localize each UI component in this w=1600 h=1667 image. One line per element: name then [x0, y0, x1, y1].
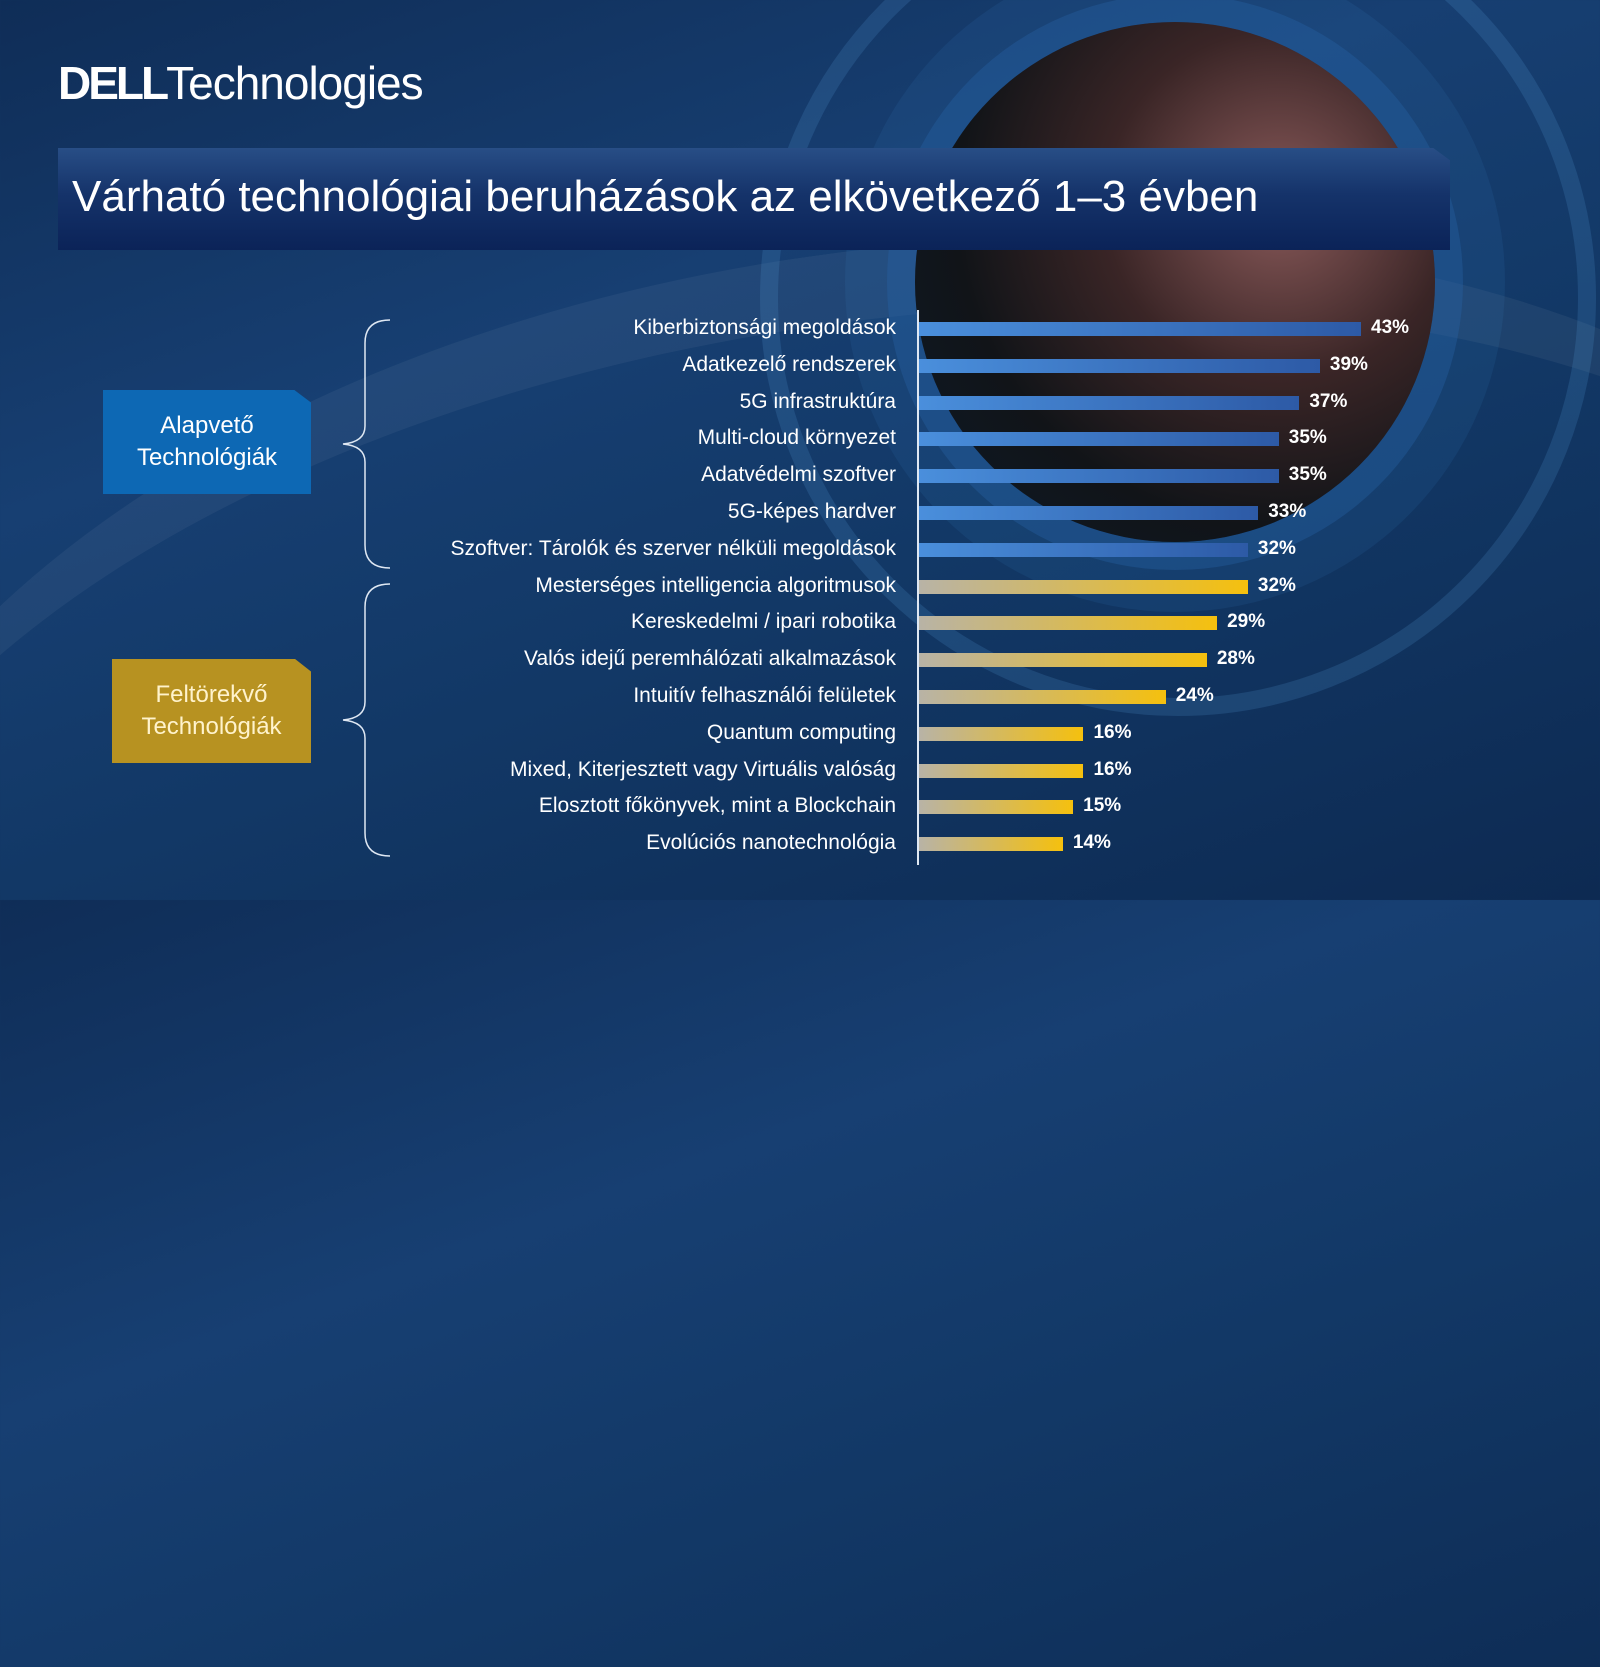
bar-row: Multi-cloud környezet 35%: [0, 424, 1600, 454]
bar-row: Adatvédelmi szoftver 35%: [0, 461, 1600, 491]
bar-value-label: 43%: [1371, 317, 1410, 338]
bar-row: Adatkezelő rendszerek 39%: [0, 351, 1600, 381]
bar-row: Evolúciós nanotechnológia 14%: [0, 829, 1600, 859]
bar-value-label: 15%: [1083, 795, 1122, 817]
bar-value-label: 28%: [1216, 648, 1255, 670]
bar: [919, 432, 1279, 447]
bar-value-label: 32%: [1257, 537, 1296, 559]
logo-product: Technologies: [166, 57, 424, 109]
bar-row: Mesterséges intelligencia algoritmusok 32…: [0, 572, 1600, 602]
bar-label: Kereskedelmi / ipari robotika: [631, 610, 896, 634]
logo-brand: DELL: [58, 57, 169, 109]
bar-value-label: 33%: [1268, 501, 1307, 522]
bar-value-label: 29%: [1227, 611, 1266, 633]
bar: [919, 506, 1259, 520]
bar: [919, 469, 1279, 484]
bar: [919, 800, 1074, 815]
bar-row: Kereskedelmi / ipari robotika 29%: [0, 608, 1600, 638]
bar-value-label: 35%: [1288, 464, 1327, 486]
bar-value-label: 37%: [1309, 390, 1348, 412]
category-core-label: Alapvető Technológiák: [136, 412, 278, 471]
bar-label: Intuitív felhasználói felületek: [633, 684, 896, 707]
core-brace: [342, 319, 391, 569]
bar-value-label: 16%: [1093, 758, 1132, 780]
bar-value-label: 14%: [1072, 832, 1111, 854]
bar: [919, 763, 1084, 778]
bar-label: Adatvédelmi szoftver: [701, 463, 896, 487]
category-core-box: Alapvető Technológiák: [103, 390, 311, 494]
bar: [919, 322, 1361, 336]
dell-technologies-logo: DELLTechnologies: [58, 56, 424, 110]
bar-label: 5G-képes hardver: [727, 500, 896, 523]
bar-row: 5G infrastruktúra 37%: [0, 388, 1600, 418]
bar-label: Mesterséges intelligencia algoritmusok: [535, 573, 896, 597]
bar-label: Valós idejű peremhálózati alkalmazások: [524, 647, 896, 671]
title-banner: Várható technológiai beruházások az elkö…: [58, 148, 1450, 250]
bar-value-label: 32%: [1257, 574, 1296, 596]
bar-label: Multi-cloud környezet: [697, 426, 896, 450]
bar: [919, 395, 1300, 410]
bar-label: Mixed, Kiterjesztett vagy Virtuális való…: [510, 757, 896, 781]
bar-value-label: 39%: [1329, 353, 1368, 375]
bar: [919, 726, 1084, 741]
bar-label: Adatkezelő rendszerek: [682, 352, 896, 376]
bar-row: Elosztott főkönyvek, mint a Blockchain 15…: [0, 792, 1600, 822]
bar-row: Quantum computing 16%: [0, 719, 1600, 749]
bar: [919, 690, 1166, 704]
bar-row: Mixed, Kiterjesztett vagy Virtuális való…: [0, 756, 1600, 786]
bar: [919, 653, 1207, 668]
bar-label: Szoftver: Tárolók és szerver nélküli meg…: [450, 536, 896, 560]
chart-axis: [917, 310, 919, 865]
background-sphere: [915, 22, 1435, 542]
emerging-brace: [342, 583, 391, 857]
bar: [919, 837, 1063, 852]
bar-row: Intuitív felhasználói felületek 24%: [0, 682, 1600, 712]
bar: [919, 358, 1320, 373]
bar-row: Kiberbiztonsági megoldások 43%: [0, 314, 1600, 344]
bar-row: Valós idejű peremhálózati alkalmazások 28…: [0, 645, 1600, 675]
bar-row: 5G-képes hardver 33%: [0, 498, 1600, 528]
bar-value-label: 24%: [1175, 685, 1214, 706]
bar-label: 5G infrastruktúra: [739, 389, 896, 413]
bar: [919, 542, 1248, 557]
bar-value-label: 16%: [1093, 721, 1132, 743]
bar-row: Szoftver: Tárolók és szerver nélküli meg…: [0, 535, 1600, 565]
page-title: Várható technológiai beruházások az elkö…: [72, 172, 1259, 221]
bar-value-label: 35%: [1288, 427, 1327, 449]
bar-label: Kiberbiztonsági megoldások: [633, 316, 896, 339]
bar: [919, 616, 1218, 631]
bar-label: Evolúciós nanotechnológia: [646, 831, 896, 855]
category-emerging-label: Feltörekvő Technológiák: [141, 681, 282, 740]
bar-label: Elosztott főkönyvek, mint a Blockchain: [538, 794, 896, 818]
category-emerging-box: Feltörekvő Technológiák: [112, 659, 311, 763]
bar: [919, 579, 1248, 594]
bar-label: Quantum computing: [706, 720, 896, 744]
